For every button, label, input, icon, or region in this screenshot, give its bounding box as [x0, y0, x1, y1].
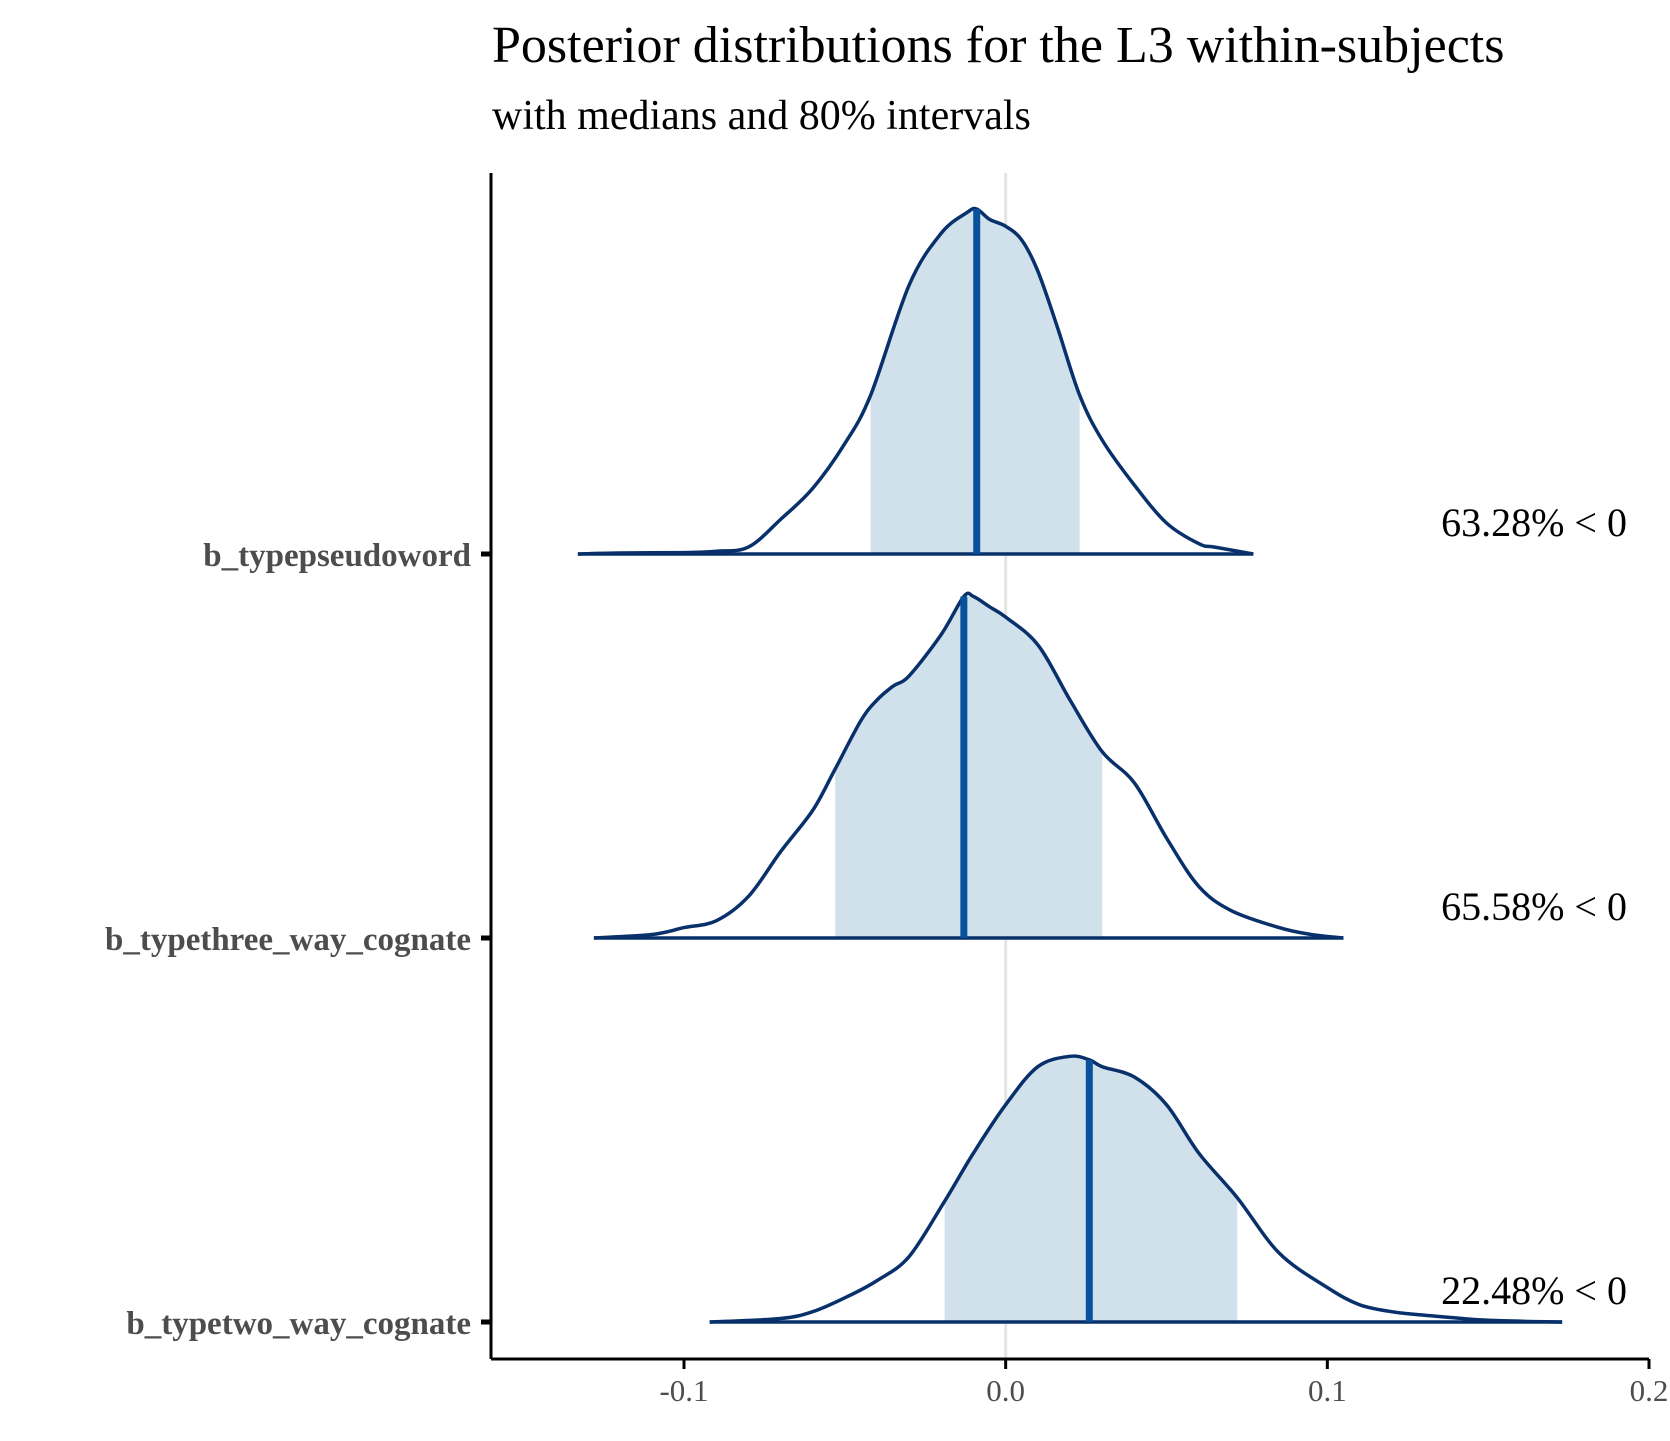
x-tick-label: -0.1 — [659, 1373, 708, 1408]
chart-title: Posterior distributions for the L3 withi… — [492, 17, 1505, 74]
ridge-b_typepseudoword — [577, 206, 1254, 556]
ridge-b_typetwo_way_cognate — [709, 1054, 1563, 1324]
ridges-layer — [577, 206, 1563, 1324]
axes-layer — [481, 173, 1651, 1369]
probability-annotation: 63.28% < 0 — [1441, 500, 1627, 545]
y-tick-label: b_typetwo_way_cognate — [126, 1306, 471, 1342]
ridge-b_typethree_way_cognate — [593, 591, 1344, 940]
x-tick-label: 0.1 — [1308, 1373, 1347, 1408]
probability-annotation: 65.58% < 0 — [1441, 884, 1627, 929]
x-tick-label: 0.0 — [986, 1373, 1025, 1408]
density-curve-b_typepseudoword — [577, 206, 1254, 556]
labels-layer: 63.28% < 0 b_typepseudoword 65.58% < 0 b_ty… — [105, 500, 1668, 1408]
x-tick-label: 0.2 — [1630, 1373, 1669, 1408]
density-curve-b_typetwo_way_cognate — [709, 1054, 1563, 1324]
chart-subtitle: with medians and 80% intervals — [492, 93, 1031, 139]
y-tick-label: b_typepseudoword — [203, 538, 471, 574]
y-tick-label: b_typethree_way_cognate — [105, 922, 471, 958]
interval-band-b_typethree_way_cognate — [835, 596, 1103, 938]
probability-annotation: 22.48% < 0 — [1441, 1268, 1627, 1313]
